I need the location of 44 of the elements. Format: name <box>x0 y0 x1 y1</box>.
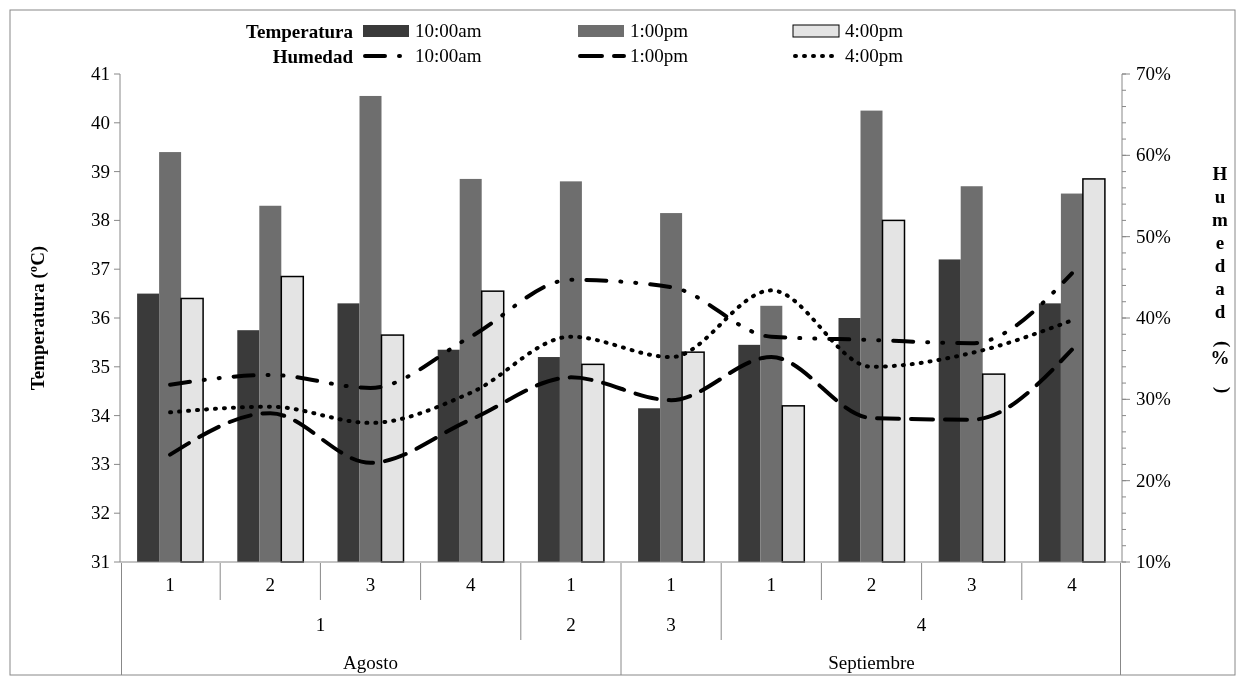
y-tick-label: 41 <box>91 63 110 84</box>
text: Humedad (%) <box>1210 163 1234 394</box>
y2-tick-label: 70% <box>1136 63 1171 84</box>
y-tick-label: 35 <box>91 355 110 377</box>
legend-label: 4:00pm <box>845 45 904 66</box>
text: 2 <box>566 614 576 635</box>
y2-tick-label: 10% <box>1136 551 1171 572</box>
y-tick-label: 32 <box>91 502 110 524</box>
x-tick-label: 1 <box>666 574 676 595</box>
x-tick-label: 4 <box>465 574 476 595</box>
y-tick-label: 38 <box>91 209 110 231</box>
legend-label: 1:00pm <box>630 20 689 41</box>
x-tick-label: 4 <box>1067 574 1078 595</box>
x-tick-label: 1 <box>566 574 576 595</box>
legend-label: 10:00am <box>415 20 482 41</box>
x-tick-label: 2 <box>265 574 276 595</box>
y-tick-label: 36 <box>91 307 110 328</box>
text: Temperatura <box>246 21 354 42</box>
y-tick-label: 33 <box>91 453 110 475</box>
legend-label: 10:00am <box>415 45 482 66</box>
y-axis-title: Temperatura (ºC) <box>27 245 49 391</box>
text: 3 <box>666 614 676 635</box>
x-tick-label: 1 <box>766 574 777 595</box>
y2-tick-label: 50% <box>1136 225 1171 247</box>
x-tick-label: 3 <box>365 574 376 595</box>
text: Septiembre <box>828 652 915 673</box>
y2-tick-label: 40% <box>1136 307 1171 328</box>
y2-tick-label: 60% <box>1136 144 1171 166</box>
y-tick-label: 40 <box>91 111 110 133</box>
legend-label: 4:00pm <box>845 20 904 41</box>
legend-label: 1:00pm <box>630 45 689 66</box>
x-tick-label: 2 <box>866 574 877 595</box>
text: Humedad <box>272 46 354 67</box>
text: 1 <box>315 614 326 635</box>
y-tick-label: 34 <box>91 404 111 426</box>
y-tick-label: 31 <box>91 551 110 572</box>
y-tick-label: 37 <box>91 258 110 280</box>
text: Agosto <box>343 652 398 673</box>
text: 4 <box>916 614 927 635</box>
x-tick-label: 3 <box>966 574 977 595</box>
y-tick-label: 39 <box>91 160 110 182</box>
y2-tick-label: 20% <box>1136 469 1171 491</box>
x-tick-label: 1 <box>165 574 175 595</box>
y2-tick-label: 30% <box>1136 388 1171 410</box>
